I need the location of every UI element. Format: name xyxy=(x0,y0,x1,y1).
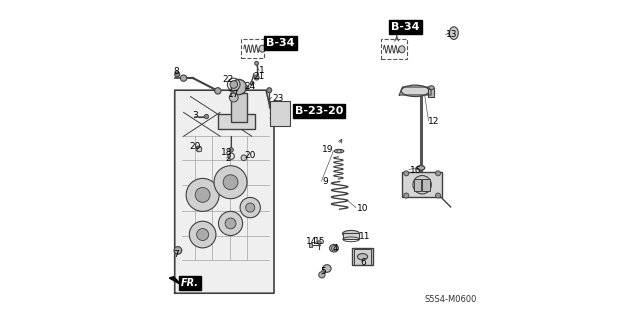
Text: 5: 5 xyxy=(321,267,326,276)
Ellipse shape xyxy=(323,265,331,272)
Text: 22: 22 xyxy=(222,75,234,84)
Text: 8: 8 xyxy=(173,67,179,76)
Circle shape xyxy=(404,193,409,198)
Ellipse shape xyxy=(330,244,339,252)
Bar xyxy=(343,233,359,239)
Circle shape xyxy=(204,114,209,119)
Circle shape xyxy=(404,171,409,176)
Bar xyxy=(308,243,312,247)
Text: 18: 18 xyxy=(221,148,232,156)
Circle shape xyxy=(223,175,238,190)
Circle shape xyxy=(435,193,440,198)
Circle shape xyxy=(230,81,237,88)
Circle shape xyxy=(214,88,221,94)
Bar xyxy=(422,179,430,191)
Circle shape xyxy=(231,79,246,95)
Circle shape xyxy=(180,75,187,81)
Circle shape xyxy=(267,88,272,93)
Ellipse shape xyxy=(399,46,405,53)
Text: 11: 11 xyxy=(358,232,370,241)
Bar xyxy=(381,39,407,59)
Polygon shape xyxy=(175,90,274,293)
Ellipse shape xyxy=(357,253,367,260)
Bar xyxy=(241,39,264,59)
Circle shape xyxy=(225,218,236,229)
Bar xyxy=(197,147,201,151)
Text: 2: 2 xyxy=(225,154,231,163)
Circle shape xyxy=(246,203,255,212)
Circle shape xyxy=(255,61,259,65)
Text: 17: 17 xyxy=(228,90,239,99)
Circle shape xyxy=(174,247,182,254)
Bar xyxy=(429,88,434,97)
Circle shape xyxy=(229,93,238,102)
Text: B-34: B-34 xyxy=(266,38,294,48)
Text: B-34: B-34 xyxy=(392,22,420,32)
Text: 7: 7 xyxy=(173,250,179,259)
Circle shape xyxy=(229,148,234,152)
Bar xyxy=(218,114,255,129)
Circle shape xyxy=(214,166,247,199)
Circle shape xyxy=(196,146,202,152)
Text: 1: 1 xyxy=(259,66,265,75)
Text: 6: 6 xyxy=(360,258,366,267)
Text: 14: 14 xyxy=(306,237,317,246)
Polygon shape xyxy=(170,277,180,284)
Text: 3: 3 xyxy=(193,111,198,120)
Text: 20: 20 xyxy=(189,142,201,151)
Ellipse shape xyxy=(334,149,344,153)
Ellipse shape xyxy=(449,27,458,39)
Ellipse shape xyxy=(401,85,429,97)
Text: 23: 23 xyxy=(273,94,284,103)
Text: 24: 24 xyxy=(244,82,256,91)
Text: 4: 4 xyxy=(333,244,339,253)
Circle shape xyxy=(317,241,321,244)
Text: 21: 21 xyxy=(253,72,265,81)
Circle shape xyxy=(240,197,260,218)
Circle shape xyxy=(332,246,337,251)
Bar xyxy=(413,179,421,191)
Circle shape xyxy=(218,212,243,236)
Text: B-23-20: B-23-20 xyxy=(294,106,343,116)
Text: S5S4-M0600: S5S4-M0600 xyxy=(425,295,477,304)
Text: 15: 15 xyxy=(314,237,325,246)
Text: FR.: FR. xyxy=(181,278,199,288)
Bar xyxy=(353,248,373,265)
Ellipse shape xyxy=(342,230,360,237)
Circle shape xyxy=(435,171,440,176)
Circle shape xyxy=(250,81,254,85)
Circle shape xyxy=(245,86,249,90)
Circle shape xyxy=(241,155,247,161)
Text: 20: 20 xyxy=(244,151,256,160)
Circle shape xyxy=(175,72,180,77)
Polygon shape xyxy=(399,87,431,95)
Text: 16: 16 xyxy=(410,166,421,175)
Text: 13: 13 xyxy=(446,30,458,39)
Ellipse shape xyxy=(337,150,341,152)
Circle shape xyxy=(196,228,209,241)
Text: 9: 9 xyxy=(322,177,328,186)
Bar xyxy=(402,172,442,197)
Bar xyxy=(230,93,247,122)
Circle shape xyxy=(189,221,216,248)
Circle shape xyxy=(186,178,219,212)
Ellipse shape xyxy=(259,45,266,52)
Ellipse shape xyxy=(413,176,431,194)
Bar xyxy=(270,101,289,126)
Circle shape xyxy=(254,75,259,80)
Text: 19: 19 xyxy=(321,145,333,154)
Text: 12: 12 xyxy=(428,117,439,126)
Ellipse shape xyxy=(429,86,434,90)
Circle shape xyxy=(195,188,210,202)
Circle shape xyxy=(319,272,325,278)
Ellipse shape xyxy=(417,165,425,170)
Bar xyxy=(354,250,371,265)
Text: 10: 10 xyxy=(356,204,368,213)
